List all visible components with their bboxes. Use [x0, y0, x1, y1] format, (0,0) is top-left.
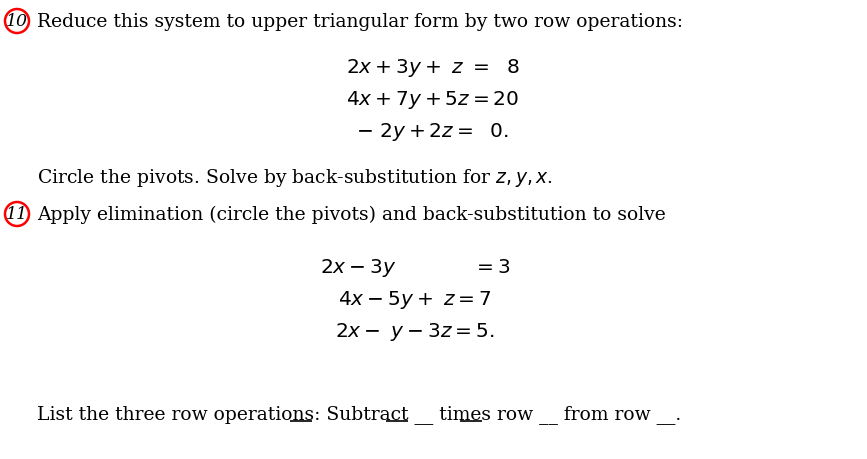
Text: Reduce this system to upper triangular form by two row operations:: Reduce this system to upper triangular f…: [37, 13, 683, 31]
Text: 11: 11: [6, 206, 28, 223]
Text: $2x + 3y +\ z\ =\ \ 8$: $2x + 3y +\ z\ =\ \ 8$: [346, 57, 520, 79]
Text: $2x - 3y\qquad\quad\ \ \ = 3$: $2x - 3y\qquad\quad\ \ \ = 3$: [320, 257, 510, 279]
Text: Apply elimination (circle the pivots) and back-substitution to solve: Apply elimination (circle the pivots) an…: [37, 206, 666, 224]
Text: $2x -\ y - 3z = 5.$: $2x -\ y - 3z = 5.$: [336, 320, 495, 342]
Text: $-\ 2y + 2z =\ \ 0.$: $-\ 2y + 2z =\ \ 0.$: [356, 121, 510, 143]
Text: List the three row operations: Subtract __ times row __ from row __.: List the three row operations: Subtract …: [37, 405, 681, 424]
Text: $4x - 5y +\ z = 7$: $4x - 5y +\ z = 7$: [338, 288, 492, 310]
Text: Circle the pivots. Solve by back-substitution for $z, y, x$.: Circle the pivots. Solve by back-substit…: [37, 167, 553, 189]
Text: 10: 10: [6, 13, 28, 30]
Text: $4x + 7y + 5z = 20$: $4x + 7y + 5z = 20$: [347, 89, 519, 111]
